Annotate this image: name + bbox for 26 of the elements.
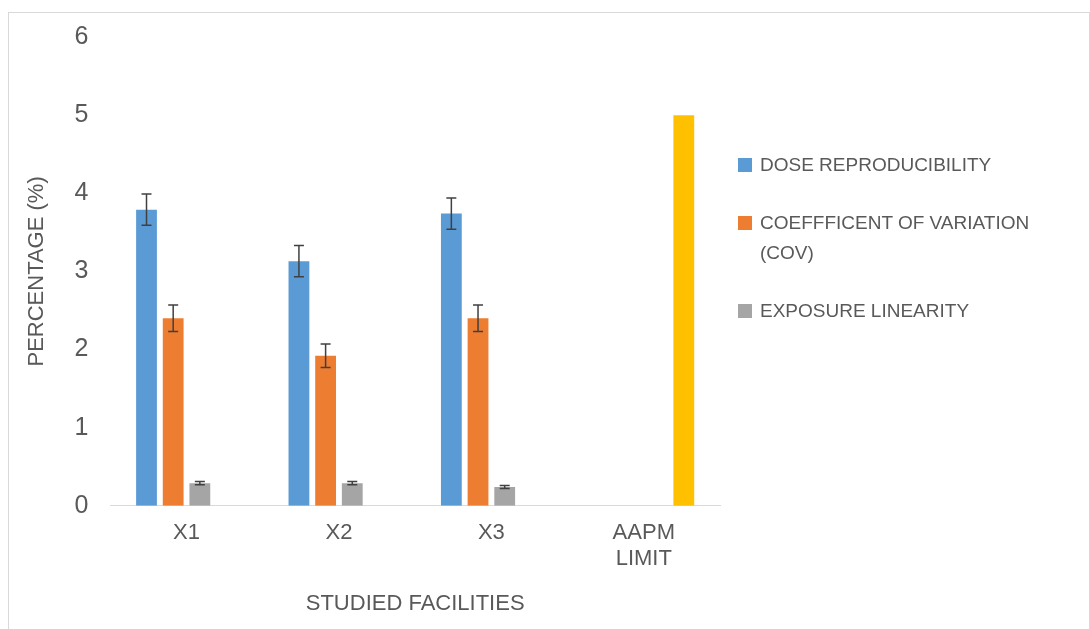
legend-label: DOSE REPRODUCIBILITY bbox=[760, 153, 992, 177]
y-tick-label: 2 bbox=[74, 333, 89, 362]
y-tick-label: 0 bbox=[74, 489, 89, 518]
bar bbox=[288, 261, 310, 506]
bar bbox=[440, 213, 462, 506]
legend-label: COEFFFICENT OF VARIATION (COV) bbox=[760, 211, 1031, 265]
legend-label: EXPOSURE LINEARITY bbox=[760, 299, 970, 323]
bar bbox=[315, 355, 337, 506]
bar bbox=[673, 115, 695, 506]
x-tick-label: AAPM LIMIT bbox=[612, 519, 675, 571]
bar bbox=[136, 209, 157, 506]
bar bbox=[494, 487, 516, 506]
bar bbox=[341, 483, 363, 506]
y-tick-label: 1 bbox=[74, 411, 89, 440]
y-tick-label: 4 bbox=[74, 177, 89, 206]
bar bbox=[189, 483, 211, 506]
y-tick-label: 6 bbox=[74, 20, 89, 49]
bar bbox=[162, 318, 184, 506]
y-tick-label: 5 bbox=[74, 99, 89, 128]
y-tick-label: 3 bbox=[74, 255, 89, 284]
y-axis-title: PERCENTAGE (%) bbox=[23, 176, 49, 367]
x-tick-label: X1 bbox=[173, 519, 200, 545]
x-tick-label: X2 bbox=[325, 519, 353, 545]
bar bbox=[467, 318, 489, 506]
x-axis-title: STUDIED FACILITIES bbox=[305, 589, 525, 615]
x-tick-label: X3 bbox=[477, 519, 505, 545]
